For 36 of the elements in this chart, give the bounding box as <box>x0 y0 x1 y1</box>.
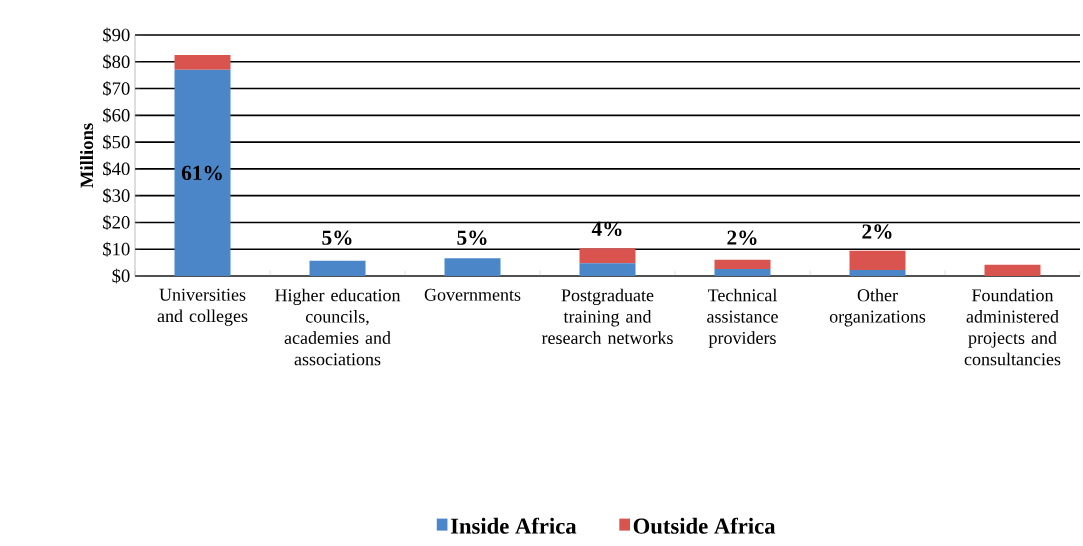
x-tick-label: Higher education councils, academies and associations <box>275 288 401 366</box>
bar <box>984 264 1041 276</box>
bar <box>849 270 906 276</box>
x-tick-label: Governments <box>424 288 521 301</box>
y-tick-label: $70 <box>103 81 130 97</box>
annotation: 2% <box>727 230 757 245</box>
annotation: 5% <box>322 230 352 245</box>
x-tick-label: Other organizations <box>829 288 926 327</box>
x-tick-label: Postgraduate training and research networks <box>541 288 673 345</box>
annotation: 61% <box>181 165 222 181</box>
bar <box>174 69 231 276</box>
y-tick-label: $20 <box>103 214 130 230</box>
bar <box>714 269 771 276</box>
y-tick-label: $10 <box>103 241 130 257</box>
x-tick-label: Universities and colleges <box>157 288 248 326</box>
annotation: 2% <box>862 224 892 239</box>
annotation: 5% <box>457 230 487 245</box>
y-axis-title: Millions <box>80 123 94 188</box>
y-tick-label: $0 <box>112 268 130 284</box>
legend-label: Inside Africa <box>450 517 577 534</box>
bar <box>714 259 771 270</box>
x-tick-label: Foundation administered projects and consultancies <box>964 288 1061 366</box>
bar <box>579 248 636 264</box>
y-tick-label: $80 <box>103 54 130 70</box>
y-tick-label: $60 <box>103 107 130 123</box>
bar <box>579 263 636 276</box>
x-tick-label: Technical assistance providers <box>707 288 778 348</box>
y-tick-label: $50 <box>103 134 130 150</box>
legend-label: Outside Africa <box>633 517 776 534</box>
bar <box>174 55 231 70</box>
bar <box>444 258 501 276</box>
y-tick-label: $30 <box>103 188 130 204</box>
y-tick-label: $40 <box>103 161 130 177</box>
y-tick-label: $90 <box>103 27 130 43</box>
bar <box>849 250 906 271</box>
bar <box>309 260 366 276</box>
